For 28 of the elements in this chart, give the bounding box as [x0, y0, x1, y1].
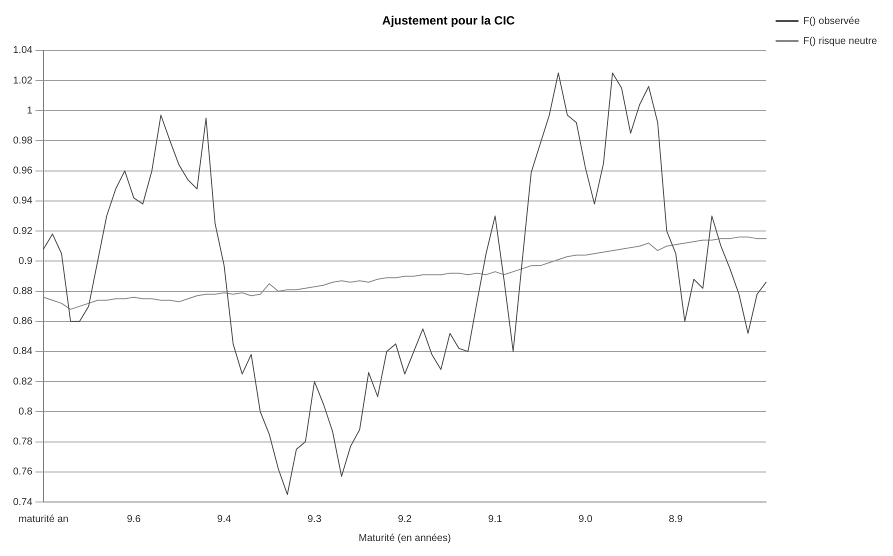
x-tick-label: 9.2 [398, 514, 412, 525]
y-tick-label: 1.02 [12, 75, 33, 86]
x-tick-label: 9.6 [126, 514, 142, 525]
y-tick-label: 0.86 [12, 316, 33, 328]
x-tick-label: 9.4 [217, 514, 232, 525]
legend-label: F() risque neutre [803, 36, 878, 47]
y-tick-label: 0.74 [12, 496, 33, 508]
y-tick-label: 0.92 [12, 226, 33, 237]
y-tick-label: 0.8 [18, 406, 33, 418]
x-tick-label: 9.1 [488, 514, 502, 525]
x-tick-label: 9.0 [578, 514, 593, 525]
y-tick-label: 0.9 [18, 256, 33, 267]
chart-title: Ajustement pour la CIC [382, 14, 516, 28]
y-tick-label: 0.98 [12, 135, 33, 146]
y-tick-label: 0.82 [12, 376, 33, 388]
y-tick-label: 1.04 [12, 45, 33, 56]
y-tick-label: 0.78 [12, 436, 33, 448]
y-tick-label: 0.76 [12, 466, 33, 478]
y-tick-label: 0.84 [12, 346, 33, 358]
y-tick-label: 1 [26, 105, 33, 116]
x-tick-label: 9.3 [307, 514, 322, 525]
y-tick-label: 0.88 [12, 286, 33, 298]
x-tick-label: maturité an [18, 514, 68, 525]
legend-label: F() observée [803, 16, 860, 27]
x-axis-title: Maturité (en années) [358, 532, 451, 544]
y-tick-label: 0.94 [12, 196, 33, 207]
y-tick-label: 0.96 [12, 166, 33, 177]
x-tick-label: 8.9 [668, 514, 684, 525]
